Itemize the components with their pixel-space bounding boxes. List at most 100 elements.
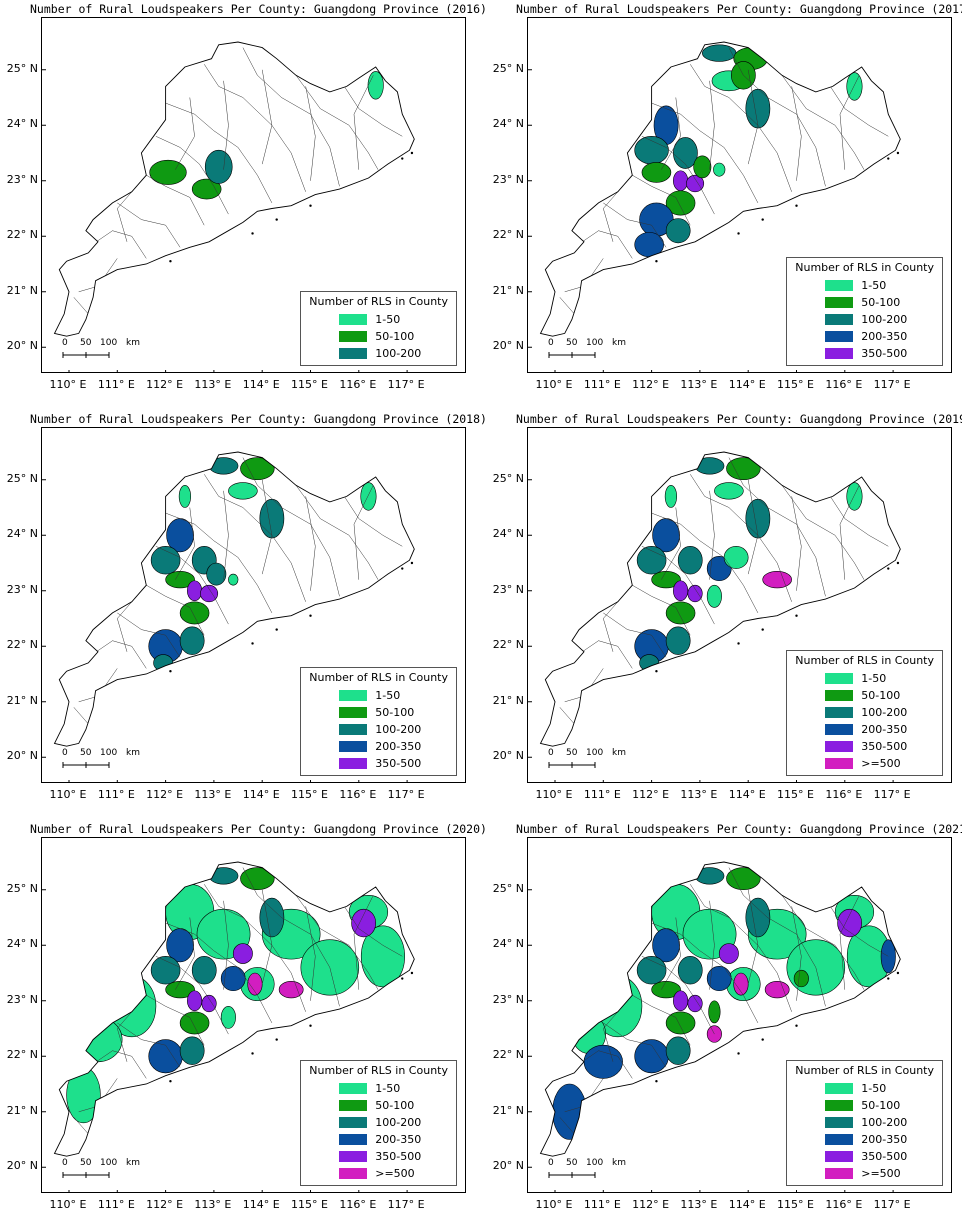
county-region — [687, 994, 703, 1013]
latitude-label: 20° N — [6, 339, 38, 353]
county-border — [175, 507, 195, 580]
county-border — [574, 230, 633, 259]
county-region — [764, 981, 790, 999]
island — [896, 561, 900, 565]
longitude-label: 115° E — [291, 788, 328, 801]
longitude-label: 114° E — [728, 1198, 766, 1211]
latitude-axis: 25° N 24° N 23° N 22° N 21° N 20° N — [486, 427, 524, 783]
longitude-label: 115° E — [777, 788, 814, 801]
county-region — [150, 956, 181, 985]
latitude-label: 21° N — [6, 283, 38, 297]
legend-swatch — [339, 724, 368, 735]
county-border — [165, 512, 273, 614]
county-border — [574, 640, 633, 669]
county-border — [791, 906, 802, 1001]
county-border — [661, 507, 681, 580]
county-region — [665, 601, 696, 625]
county-border — [661, 917, 681, 990]
legend-item: 200-350 — [309, 738, 448, 755]
legend-item: 200-350 — [795, 328, 934, 345]
legend-label: >=500 — [861, 757, 901, 770]
longitude-label: 111° E — [583, 788, 621, 801]
county-region — [636, 956, 667, 985]
scale-label: km — [612, 338, 626, 348]
longitude-label: 112° E — [146, 378, 184, 391]
latitude-label: 25° N — [6, 881, 38, 895]
longitude-label: 114° E — [242, 378, 280, 391]
scale-ruler — [62, 762, 110, 768]
legend-item: 50-100 — [795, 294, 934, 311]
legend-swatch — [339, 331, 368, 342]
county-region — [150, 546, 181, 575]
province-base — [540, 862, 901, 1157]
county-border — [261, 479, 273, 575]
province-base — [54, 42, 415, 337]
legend-label: 350-500 — [375, 757, 422, 770]
legend-swatch — [825, 297, 854, 308]
county-region — [148, 1039, 183, 1074]
longitude-label: 116° E — [339, 1198, 377, 1211]
province-base — [54, 862, 415, 1157]
county-region — [220, 966, 246, 992]
island — [655, 670, 658, 673]
legend-label: 1-50 — [861, 672, 887, 685]
legend-swatch — [339, 348, 368, 359]
latitude-label: 23° N — [492, 582, 524, 596]
longitude-label: 113° E — [680, 1198, 718, 1211]
island — [887, 157, 890, 160]
latitude-label: 21° N — [6, 693, 38, 707]
legend-swatch — [825, 724, 854, 735]
legend-item: 100-200 — [309, 345, 448, 362]
legend-swatch — [825, 348, 854, 359]
island — [251, 642, 254, 645]
panel-title: Number of Rural Loudspeakers Per County:… — [30, 822, 487, 836]
legend-swatch — [339, 1083, 368, 1094]
legend-label: 1-50 — [375, 689, 401, 702]
legend-item: 1-50 — [309, 311, 448, 328]
county-border — [261, 889, 273, 985]
legend-swatch — [339, 707, 368, 718]
legend-label: 100-200 — [375, 1116, 422, 1129]
island — [410, 151, 414, 155]
island — [169, 1080, 172, 1083]
island — [795, 1024, 798, 1027]
county-border — [641, 956, 715, 1035]
map-panel: Number of Rural Loudspeakers Per County:… — [486, 410, 962, 818]
county-border — [559, 707, 575, 725]
county-region — [673, 170, 689, 192]
province-map — [42, 861, 415, 1192]
island — [251, 232, 254, 235]
county-region — [706, 966, 732, 992]
county-region — [204, 149, 233, 184]
county-region — [179, 626, 205, 655]
county-border — [175, 917, 195, 990]
county-region — [673, 990, 689, 1012]
legend-label: 50-100 — [861, 296, 901, 309]
island — [169, 670, 172, 673]
county-border — [830, 906, 889, 957]
county-region — [693, 155, 712, 179]
county-region — [240, 867, 275, 891]
province-outline — [539, 861, 901, 1157]
scale-label: 50 — [566, 748, 578, 758]
longitude-label: 113° E — [194, 378, 232, 391]
county-border — [603, 1006, 623, 1062]
county-border — [146, 994, 205, 1046]
legend-item: >=500 — [795, 1165, 934, 1182]
county-region — [153, 654, 174, 672]
legend-item: 350-500 — [309, 1148, 448, 1165]
scale-label: 100 — [586, 748, 604, 758]
county-border — [559, 1117, 575, 1135]
county-region — [718, 943, 739, 964]
county-region — [278, 981, 304, 999]
county-region — [191, 956, 217, 985]
legend-label: 1-50 — [861, 1082, 887, 1095]
province-outline — [539, 451, 901, 747]
island — [737, 232, 740, 235]
longitude-axis: 110° E 111° E 112° E 113° E 114° E 115° E 116°… — [41, 788, 466, 804]
longitude-label: 116° E — [825, 1198, 863, 1211]
legend-item: 200-350 — [795, 1131, 934, 1148]
legend-item: >=500 — [795, 755, 934, 772]
county-border — [223, 900, 229, 990]
panel-title: Number of Rural Loudspeakers Per County:… — [516, 2, 962, 16]
